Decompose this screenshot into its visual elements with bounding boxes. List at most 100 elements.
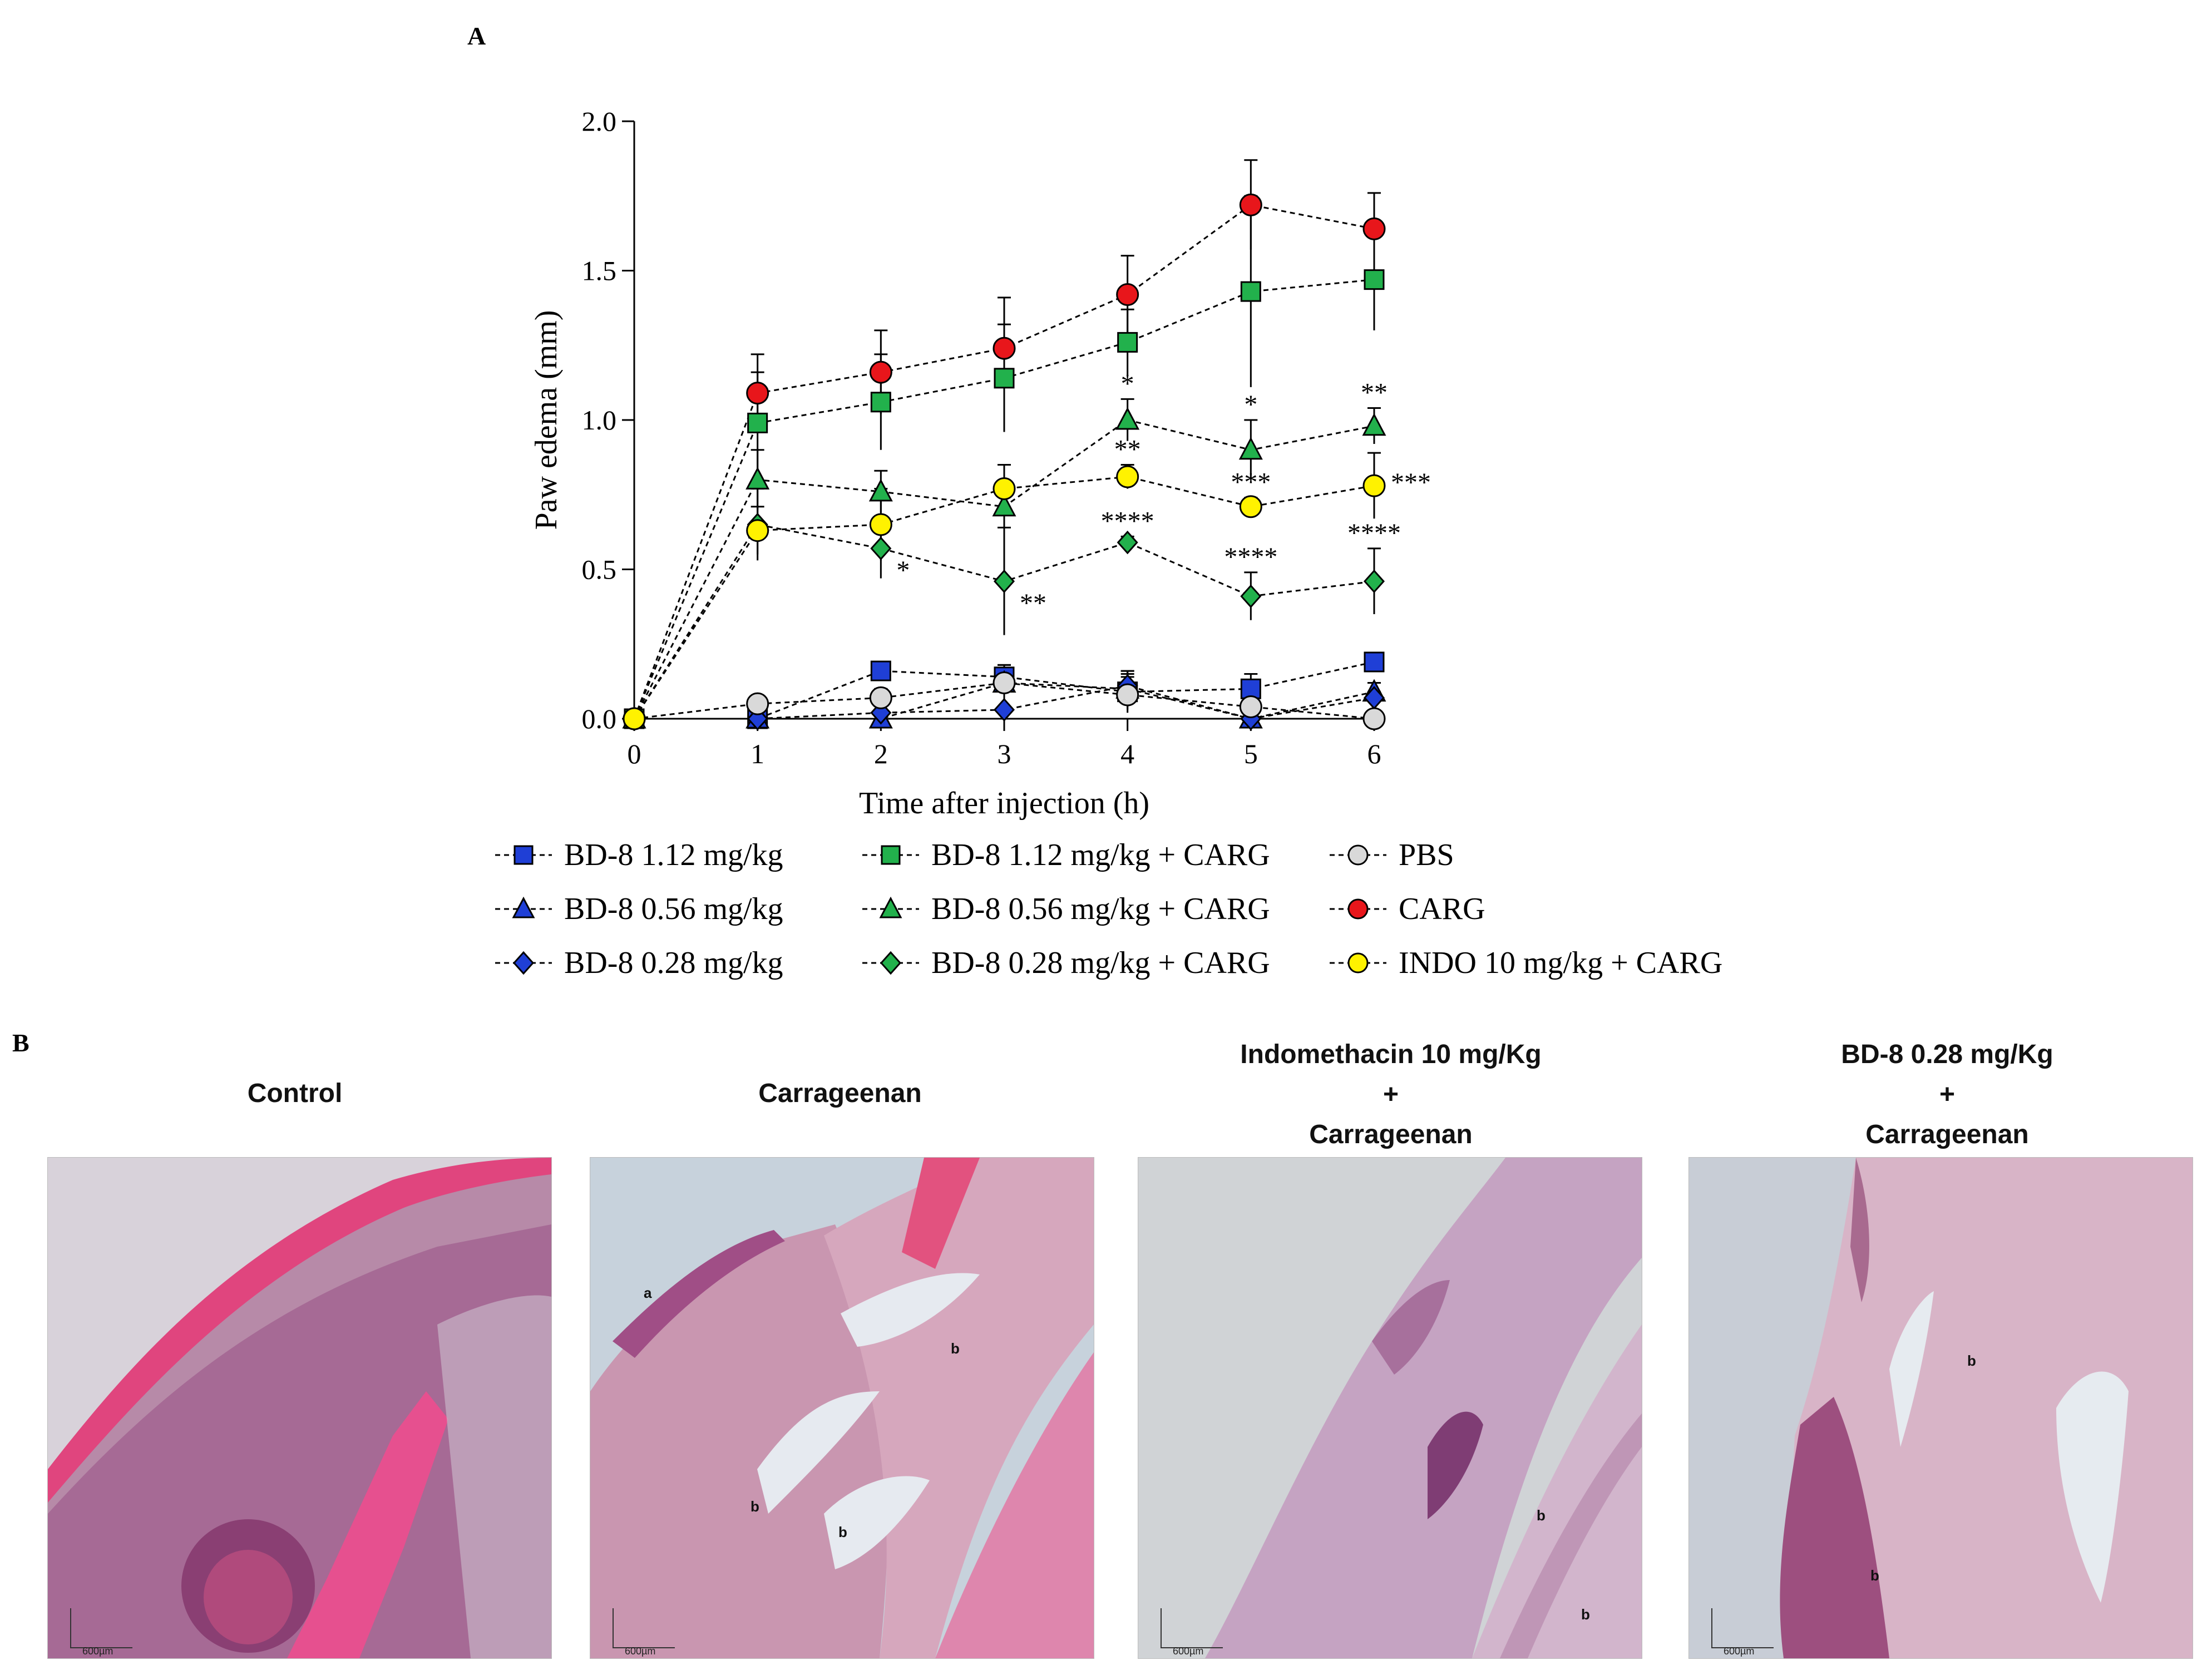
legend-label: BD-8 1.12 mg/kg [564,838,783,872]
data-point [993,698,1015,722]
data-point [993,671,1016,695]
legend-symbol [862,845,919,865]
micro-label-b: b [750,1498,759,1515]
legend-item: BD-8 0.28 mg/kg + CARG [862,945,1270,981]
legend-label: BD-8 0.56 mg/kg + CARG [931,892,1270,926]
data-point [1238,437,1263,460]
significance-stars: **** [1101,506,1154,536]
data-point [1116,465,1139,488]
data-point [745,467,770,490]
scalebar-label: 600µm [625,1646,656,1657]
data-point [993,337,1016,360]
panel-a-letter: A [467,22,486,50]
significance-stars: * [896,556,910,585]
legend-label: BD-8 0.28 mg/kg + CARG [931,946,1270,980]
legend-item: CARG [1330,891,1485,927]
y-tick-label: 1.0 [582,404,617,436]
y-tick-label: 0.0 [582,703,617,734]
y-tick-label: 2.0 [582,106,617,137]
micro-label-a: a [644,1284,652,1301]
data-point [1363,686,1385,710]
micrograph-control: 600µm [47,1157,552,1659]
data-point [870,660,891,681]
series-line [633,204,1375,719]
data-point [623,707,646,730]
data-point [869,360,892,384]
data-point [993,569,1015,594]
data-point [1240,281,1261,302]
legend-symbol [495,896,552,918]
data-point [869,513,892,536]
legend-label: CARG [1399,892,1485,926]
data-point [869,686,892,709]
legend-symbol [862,951,919,975]
scalebar-label: 600µm [1724,1646,1755,1657]
significance-stars: ** [1361,378,1388,408]
significance-stars: **** [1224,542,1277,572]
significance-stars: * [1121,369,1134,398]
significance-stars: ** [1020,589,1046,618]
legend-symbol [495,845,552,865]
data-point [1363,569,1385,594]
data-point [993,477,1016,501]
micrograph-carrageenan: a b b b 600µm [590,1157,1094,1659]
legend-item: BD-8 1.12 mg/kg + CARG [862,837,1270,873]
legend-item: INDO 10 mg/kg + CARG [1330,945,1722,981]
legend-label: BD-8 0.28 mg/kg [564,946,783,980]
x-tick-label: 1 [750,738,764,769]
data-point [1362,413,1386,436]
micro-label-b: b [1967,1352,1976,1369]
y-tick-label: 1.5 [582,255,617,286]
paw-edema-line-chart: 0.0 0.5 1.0 1.5 2.0 0 1 2 3 4 5 6 Time after injecti… [529,106,1431,821]
data-point [1239,695,1262,719]
x-axis-label: Time after injection (h) [859,786,1149,821]
data-point [870,392,891,413]
micrograph-bd8: b b 600µm [1688,1157,2193,1659]
data-point [1364,651,1385,673]
legend-label: PBS [1399,838,1454,872]
data-point [1115,407,1140,430]
legend-symbol [862,896,919,918]
scalebar [1161,1608,1223,1648]
data-point [1362,217,1386,240]
data-point [747,412,768,433]
legend-label: BD-8 1.12 mg/kg + CARG [931,838,1270,872]
x-tick-label: 4 [1120,738,1134,769]
data-point [746,692,769,715]
scalebar [613,1608,675,1648]
y-tick-label: 0.5 [582,554,617,585]
x-tick-label: 6 [1367,738,1381,769]
legend-item: BD-8 0.28 mg/kg [495,945,783,981]
data-point [868,478,893,502]
data-point [1239,495,1262,518]
micro-title-indomethacin: Indomethacin 10 mg/Kg + Carrageenan [1240,1040,1542,1149]
chart-legend: BD-8 1.12 mg/kg BD-8 0.56 mg/kg BD-8 0.28 … [495,837,1775,1004]
x-tick-label: 2 [874,738,888,769]
scalebar [70,1608,132,1648]
panel-b-letter: B [12,1029,29,1057]
micro-label-b: b [1581,1606,1590,1623]
data-point [746,382,769,405]
data-point [1239,193,1262,216]
scalebar [1711,1608,1774,1648]
micro-title-bd8: BD-8 0.28 mg/Kg + Carrageenan [1841,1040,2053,1149]
data-point [994,368,1015,389]
y-axis-label: Paw edema (mm) [529,310,564,530]
legend-item: BD-8 1.12 mg/kg [495,837,783,873]
scalebar-label: 600µm [1173,1646,1204,1657]
significance-stars: * [1244,390,1257,419]
legend-item: PBS [1330,837,1454,873]
legend-item: BD-8 0.56 mg/kg + CARG [862,891,1270,927]
data-point [1362,707,1386,730]
micro-label-b: b [1537,1507,1546,1524]
significance-stars: *** [1391,468,1431,497]
legend-symbol [495,951,552,975]
micro-label-b: b [838,1524,847,1540]
data-point [1117,530,1138,555]
data-point [1240,584,1262,609]
x-tick-label: 5 [1244,738,1258,769]
data-point [870,536,892,561]
micro-title-carrageenan: Carrageenan [758,1079,922,1108]
data-point [1117,332,1138,353]
data-point [1116,283,1139,306]
